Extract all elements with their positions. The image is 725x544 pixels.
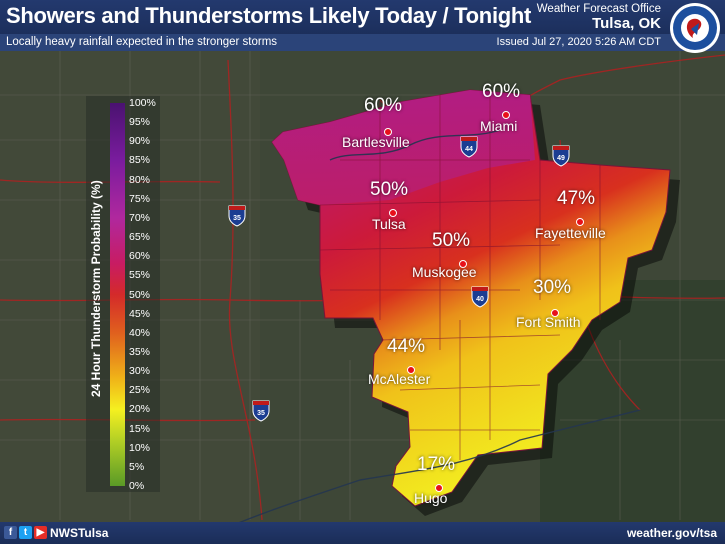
city-probability-fort-smith: 30% (533, 277, 572, 298)
legend-title: 24 Hour Thunderstorm Probability (%) (89, 180, 103, 397)
highway-shield-35-north: 35 (228, 205, 246, 227)
nws-logo-icon (670, 3, 720, 53)
city-name-hugo: Hugo (414, 490, 448, 506)
city-name-fort-smith: Fort Smith (516, 314, 581, 330)
legend-tick: 75% (129, 192, 151, 205)
city-name-miami: Miami (480, 118, 518, 134)
legend-tick: 70% (129, 211, 151, 224)
legend-tick: 30% (129, 365, 151, 378)
highway-shield-44: 44 (460, 136, 478, 158)
youtube-icon[interactable]: ▶ (34, 526, 47, 539)
city-name-tulsa: Tulsa (372, 216, 406, 232)
social-icons: f t ▶ (4, 526, 47, 539)
legend-tick: 40% (129, 326, 151, 339)
svg-text:35: 35 (233, 215, 241, 222)
city-probability-fayetteville: 47% (557, 188, 596, 209)
city-marker-fort-smith (551, 309, 559, 317)
city-marker-fayetteville (576, 218, 584, 226)
city-probability-bartlesville: 60% (364, 95, 403, 116)
legend-tick: 45% (129, 307, 151, 320)
rivers (199, 129, 641, 541)
legend-tick: 85% (129, 154, 151, 167)
legend-tick: 25% (129, 384, 151, 397)
city-name-fayetteville: Fayetteville (535, 225, 606, 241)
svg-text:49: 49 (557, 155, 565, 162)
legend-tick: 95% (129, 116, 151, 129)
issued-timestamp: Issued Jul 27, 2020 5:26 AM CDT (496, 36, 661, 48)
city-name-muskogee: Muskogee (412, 264, 477, 280)
legend-tick: 50% (129, 288, 151, 301)
city-probability-miami: 60% (482, 81, 521, 102)
city-name-bartlesville: Bartlesville (342, 134, 410, 150)
legend-tick: 65% (129, 231, 151, 244)
page-title: Showers and Thunderstorms Likely Today /… (6, 3, 532, 28)
highway-shield-35-south: 35 (252, 400, 270, 422)
legend-tick: 55% (129, 269, 151, 282)
forecast-county-lines (319, 92, 601, 460)
twitter-icon[interactable]: t (19, 526, 32, 539)
city-probability-muskogee: 50% (432, 230, 471, 251)
legend-tick: 80% (129, 173, 151, 186)
legend-tick: 0% (129, 480, 145, 492)
office-label: Weather Forecast Office (536, 3, 661, 15)
social-handle[interactable]: NWSTulsa (50, 526, 109, 540)
svg-text:44: 44 (465, 146, 473, 153)
footer-bar (0, 522, 725, 544)
legend-tick: 90% (129, 135, 151, 148)
legend-tick: 15% (129, 422, 151, 435)
highway-shield-40: 40 (471, 286, 489, 308)
legend-tick: 10% (129, 441, 151, 454)
office-location: Tulsa, OK (592, 15, 661, 32)
title-bar (0, 0, 725, 34)
page-subtitle: Locally heavy rainfall expected in the s… (6, 36, 278, 48)
city-probability-mcalester: 44% (387, 336, 426, 357)
city-marker-mcalester (407, 366, 415, 374)
city-marker-hugo (435, 484, 443, 492)
website-link[interactable]: weather.gov/tsa (626, 526, 717, 540)
facebook-icon[interactable]: f (4, 526, 17, 539)
legend-tick: 5% (129, 460, 145, 473)
city-probability-hugo: 17% (417, 454, 456, 475)
legend-color-bar (110, 103, 125, 486)
legend-tick: 100% (129, 97, 156, 109)
svg-text:40: 40 (476, 296, 484, 303)
city-marker-miami (502, 111, 510, 119)
svg-text:35: 35 (257, 410, 265, 417)
legend-tick: 35% (129, 345, 151, 358)
highway-shield-49: 49 (552, 145, 570, 167)
city-marker-tulsa (389, 209, 397, 217)
legend-tick: 60% (129, 250, 151, 263)
city-marker-muskogee (459, 260, 467, 268)
subtitle-bar (0, 34, 725, 51)
city-name-mcalester: McAlester (368, 371, 431, 387)
city-marker-bartlesville (384, 128, 392, 136)
city-probability-tulsa: 50% (370, 179, 409, 200)
legend-tick: 20% (129, 403, 151, 416)
